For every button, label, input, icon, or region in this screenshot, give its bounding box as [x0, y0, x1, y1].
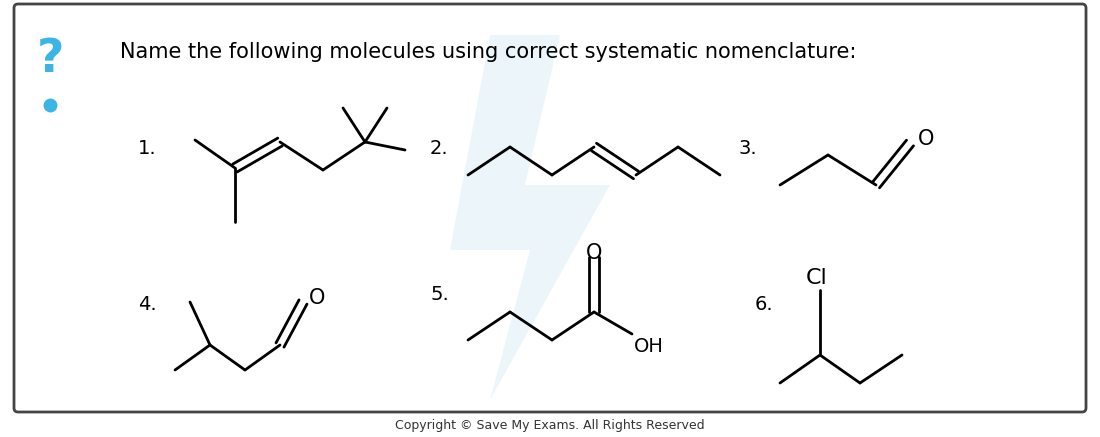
Text: Copyright © Save My Exams. All Rights Reserved: Copyright © Save My Exams. All Rights Re…	[395, 419, 705, 431]
Text: 1.: 1.	[138, 139, 156, 157]
Text: Cl: Cl	[806, 268, 827, 288]
Text: O: O	[918, 129, 934, 149]
Text: 3.: 3.	[738, 139, 757, 157]
Text: 2.: 2.	[430, 139, 449, 157]
Text: 6.: 6.	[755, 295, 773, 315]
Text: O: O	[309, 288, 326, 308]
Text: ?: ?	[36, 38, 64, 83]
Polygon shape	[450, 35, 610, 400]
Text: OH: OH	[634, 336, 664, 356]
FancyBboxPatch shape	[14, 4, 1086, 412]
Text: O: O	[586, 243, 603, 263]
Text: 4.: 4.	[138, 295, 156, 315]
Text: Name the following molecules using correct systematic nomenclature:: Name the following molecules using corre…	[120, 42, 857, 62]
Text: 5.: 5.	[430, 285, 449, 305]
